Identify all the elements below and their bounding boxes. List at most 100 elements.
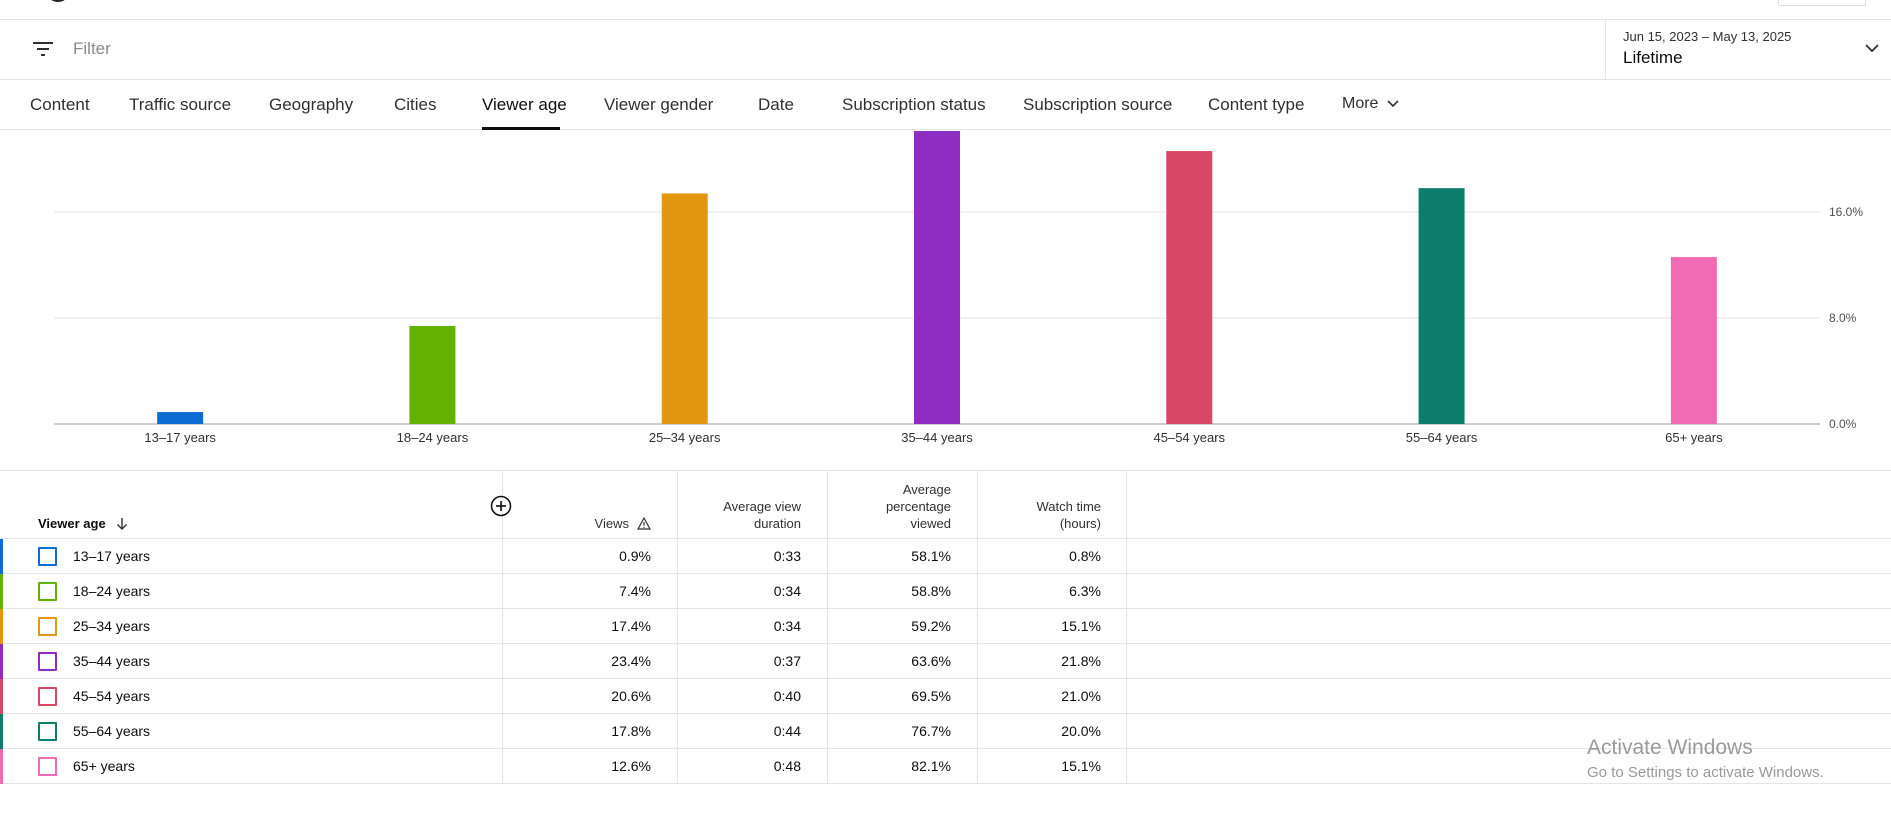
column-divider	[1126, 471, 1127, 785]
header-views[interactable]: Views	[595, 515, 651, 532]
warning-icon	[637, 517, 651, 530]
row-checkbox[interactable]	[38, 687, 57, 706]
row-label: 13–17 years	[73, 548, 151, 564]
bar-55-64-years[interactable]	[1418, 188, 1465, 424]
row-checkbox[interactable]	[38, 652, 57, 671]
tab-date[interactable]: Date	[758, 95, 794, 114]
report-tabs: Content Traffic source Geography Cities …	[0, 80, 1891, 130]
cell-pct: 76.7%	[911, 723, 951, 739]
x-tick-label: 18–24 years	[397, 430, 469, 445]
header-viewer-age-label: Viewer age	[38, 516, 106, 531]
column-divider	[502, 471, 503, 785]
cell-watch: 21.8%	[1061, 653, 1101, 669]
row-label: 18–24 years	[73, 583, 151, 599]
watermark-title: Activate Windows	[1587, 736, 1753, 759]
viewer-age-table: Viewer age Views Average view duration A…	[0, 470, 1891, 785]
row-label: 35–44 years	[73, 653, 151, 669]
header-average-view-duration[interactable]: Average view duration	[723, 498, 801, 532]
sort-arrow-down-icon[interactable]	[116, 517, 128, 531]
bar-25-34-years[interactable]	[661, 193, 708, 424]
row-label: 45–54 years	[73, 688, 151, 704]
tab-subscription-source[interactable]: Subscription source	[1023, 95, 1173, 114]
row-color-stripe	[0, 749, 3, 784]
date-range-value: Lifetime	[1623, 48, 1683, 67]
table-row[interactable]: 18–24 years 7.4% 0:34 58.8% 6.3%	[0, 574, 1891, 609]
filter-input[interactable]: Filter	[73, 39, 111, 58]
row-checkbox[interactable]	[38, 547, 57, 566]
header-divider	[0, 538, 1891, 539]
header-viewer-age[interactable]: Viewer age	[38, 515, 128, 532]
tab-viewer-gender[interactable]: Viewer gender	[604, 95, 714, 114]
tab-subscription-status[interactable]: Subscription status	[842, 95, 986, 114]
tab-geography[interactable]: Geography	[269, 95, 354, 114]
y-tick-label: 8.0%	[1829, 311, 1857, 325]
cell-watch: 21.0%	[1061, 688, 1101, 704]
filter-icon[interactable]	[33, 40, 53, 58]
table-row[interactable]: 35–44 years 23.4% 0:37 63.6% 21.8%	[0, 644, 1891, 679]
x-tick-label: 45–54 years	[1154, 430, 1226, 445]
x-tick-label: 35–44 years	[901, 430, 973, 445]
cell-pct: 58.1%	[911, 548, 951, 564]
row-label: 55–64 years	[73, 723, 151, 739]
top-action-button[interactable]	[1778, 0, 1866, 6]
bar-18-24-years[interactable]	[409, 325, 456, 424]
cell-watch: 15.1%	[1061, 758, 1101, 774]
cell-pct: 59.2%	[911, 618, 951, 634]
x-tick-label: 25–34 years	[649, 430, 721, 445]
date-range-text: Jun 15, 2023 – May 13, 2025	[1623, 29, 1792, 44]
header-watch-time[interactable]: Watch time (hours)	[1036, 498, 1101, 532]
cell-duration: 0:44	[773, 723, 801, 739]
cell-views: 7.4%	[619, 583, 651, 599]
bar-65-years[interactable]	[1670, 257, 1717, 424]
row-checkbox[interactable]	[38, 582, 57, 601]
header-apv-line3: viewed	[910, 516, 951, 531]
tab-content-type[interactable]: Content type	[1208, 95, 1305, 114]
cell-views: 17.8%	[611, 723, 651, 739]
tab-traffic-source[interactable]: Traffic source	[129, 95, 232, 114]
bar-13-17-years[interactable]	[157, 412, 204, 424]
row-checkbox[interactable]	[38, 617, 57, 636]
header-average-percentage-viewed[interactable]: Average percentage viewed	[886, 481, 951, 532]
row-color-stripe	[0, 574, 3, 609]
header-avd-line1: Average view	[723, 499, 801, 514]
account-logo-icon[interactable]	[46, 0, 70, 2]
viewer-age-chart: 0.0% 8.0% 16.0% 13–17 years 18–24 years 25–34…	[0, 131, 1891, 451]
filter-bar: Filter Jun 15, 2023 – May 13, 2025 Lifet…	[0, 20, 1891, 80]
header-wt-line1: Watch time	[1036, 499, 1101, 514]
cell-duration: 0:37	[773, 653, 801, 669]
table-row[interactable]: 13–17 years 0.9% 0:33 58.1% 0.8%	[0, 539, 1891, 574]
more-tabs-button[interactable]: More	[1342, 95, 1400, 113]
add-metric-icon[interactable]	[490, 495, 512, 517]
x-tick-label: 65+ years	[1665, 430, 1723, 445]
chevron-down-icon[interactable]	[1864, 40, 1880, 56]
cell-views: 0.9%	[619, 548, 651, 564]
cell-watch: 0.8%	[1069, 548, 1101, 564]
row-color-stripe	[0, 609, 3, 644]
table-row[interactable]: 55–64 years 17.8% 0:44 76.7% 20.0%	[0, 714, 1891, 749]
bar-chart: 0.0% 8.0% 16.0% 13–17 years 18–24 years 25–34…	[54, 131, 1863, 445]
y-tick-label: 0.0%	[1829, 417, 1857, 431]
table-row[interactable]: 45–54 years 20.6% 0:40 69.5% 21.0%	[0, 679, 1891, 714]
bar-45-54-years[interactable]	[1166, 151, 1213, 425]
chevron-down-icon	[1387, 100, 1400, 108]
more-tabs-label: More	[1342, 95, 1379, 112]
x-tick-label: 13–17 years	[144, 430, 216, 445]
header-views-label: Views	[594, 516, 629, 531]
table-row[interactable]: 25–34 years 17.4% 0:34 59.2% 15.1%	[0, 609, 1891, 644]
row-color-stripe	[0, 644, 3, 679]
date-range-picker[interactable]: Jun 15, 2023 – May 13, 2025 Lifetime	[1605, 20, 1891, 80]
header-avd-line2: duration	[754, 516, 801, 531]
cell-pct: 82.1%	[911, 758, 951, 774]
cell-pct: 63.6%	[911, 653, 951, 669]
tab-viewer-age[interactable]: Viewer age	[482, 95, 567, 114]
table-row[interactable]: 65+ years 12.6% 0:48 82.1% 15.1%	[0, 749, 1891, 784]
bar-35-44-years[interactable]	[914, 131, 960, 424]
column-divider	[677, 471, 678, 785]
header-wt-line2: (hours)	[1059, 516, 1101, 531]
row-checkbox[interactable]	[38, 722, 57, 741]
cell-pct: 69.5%	[911, 688, 951, 704]
tab-cities[interactable]: Cities	[394, 95, 437, 114]
row-checkbox[interactable]	[38, 757, 57, 776]
cell-duration: 0:40	[773, 688, 801, 704]
tab-content[interactable]: Content	[30, 95, 90, 114]
